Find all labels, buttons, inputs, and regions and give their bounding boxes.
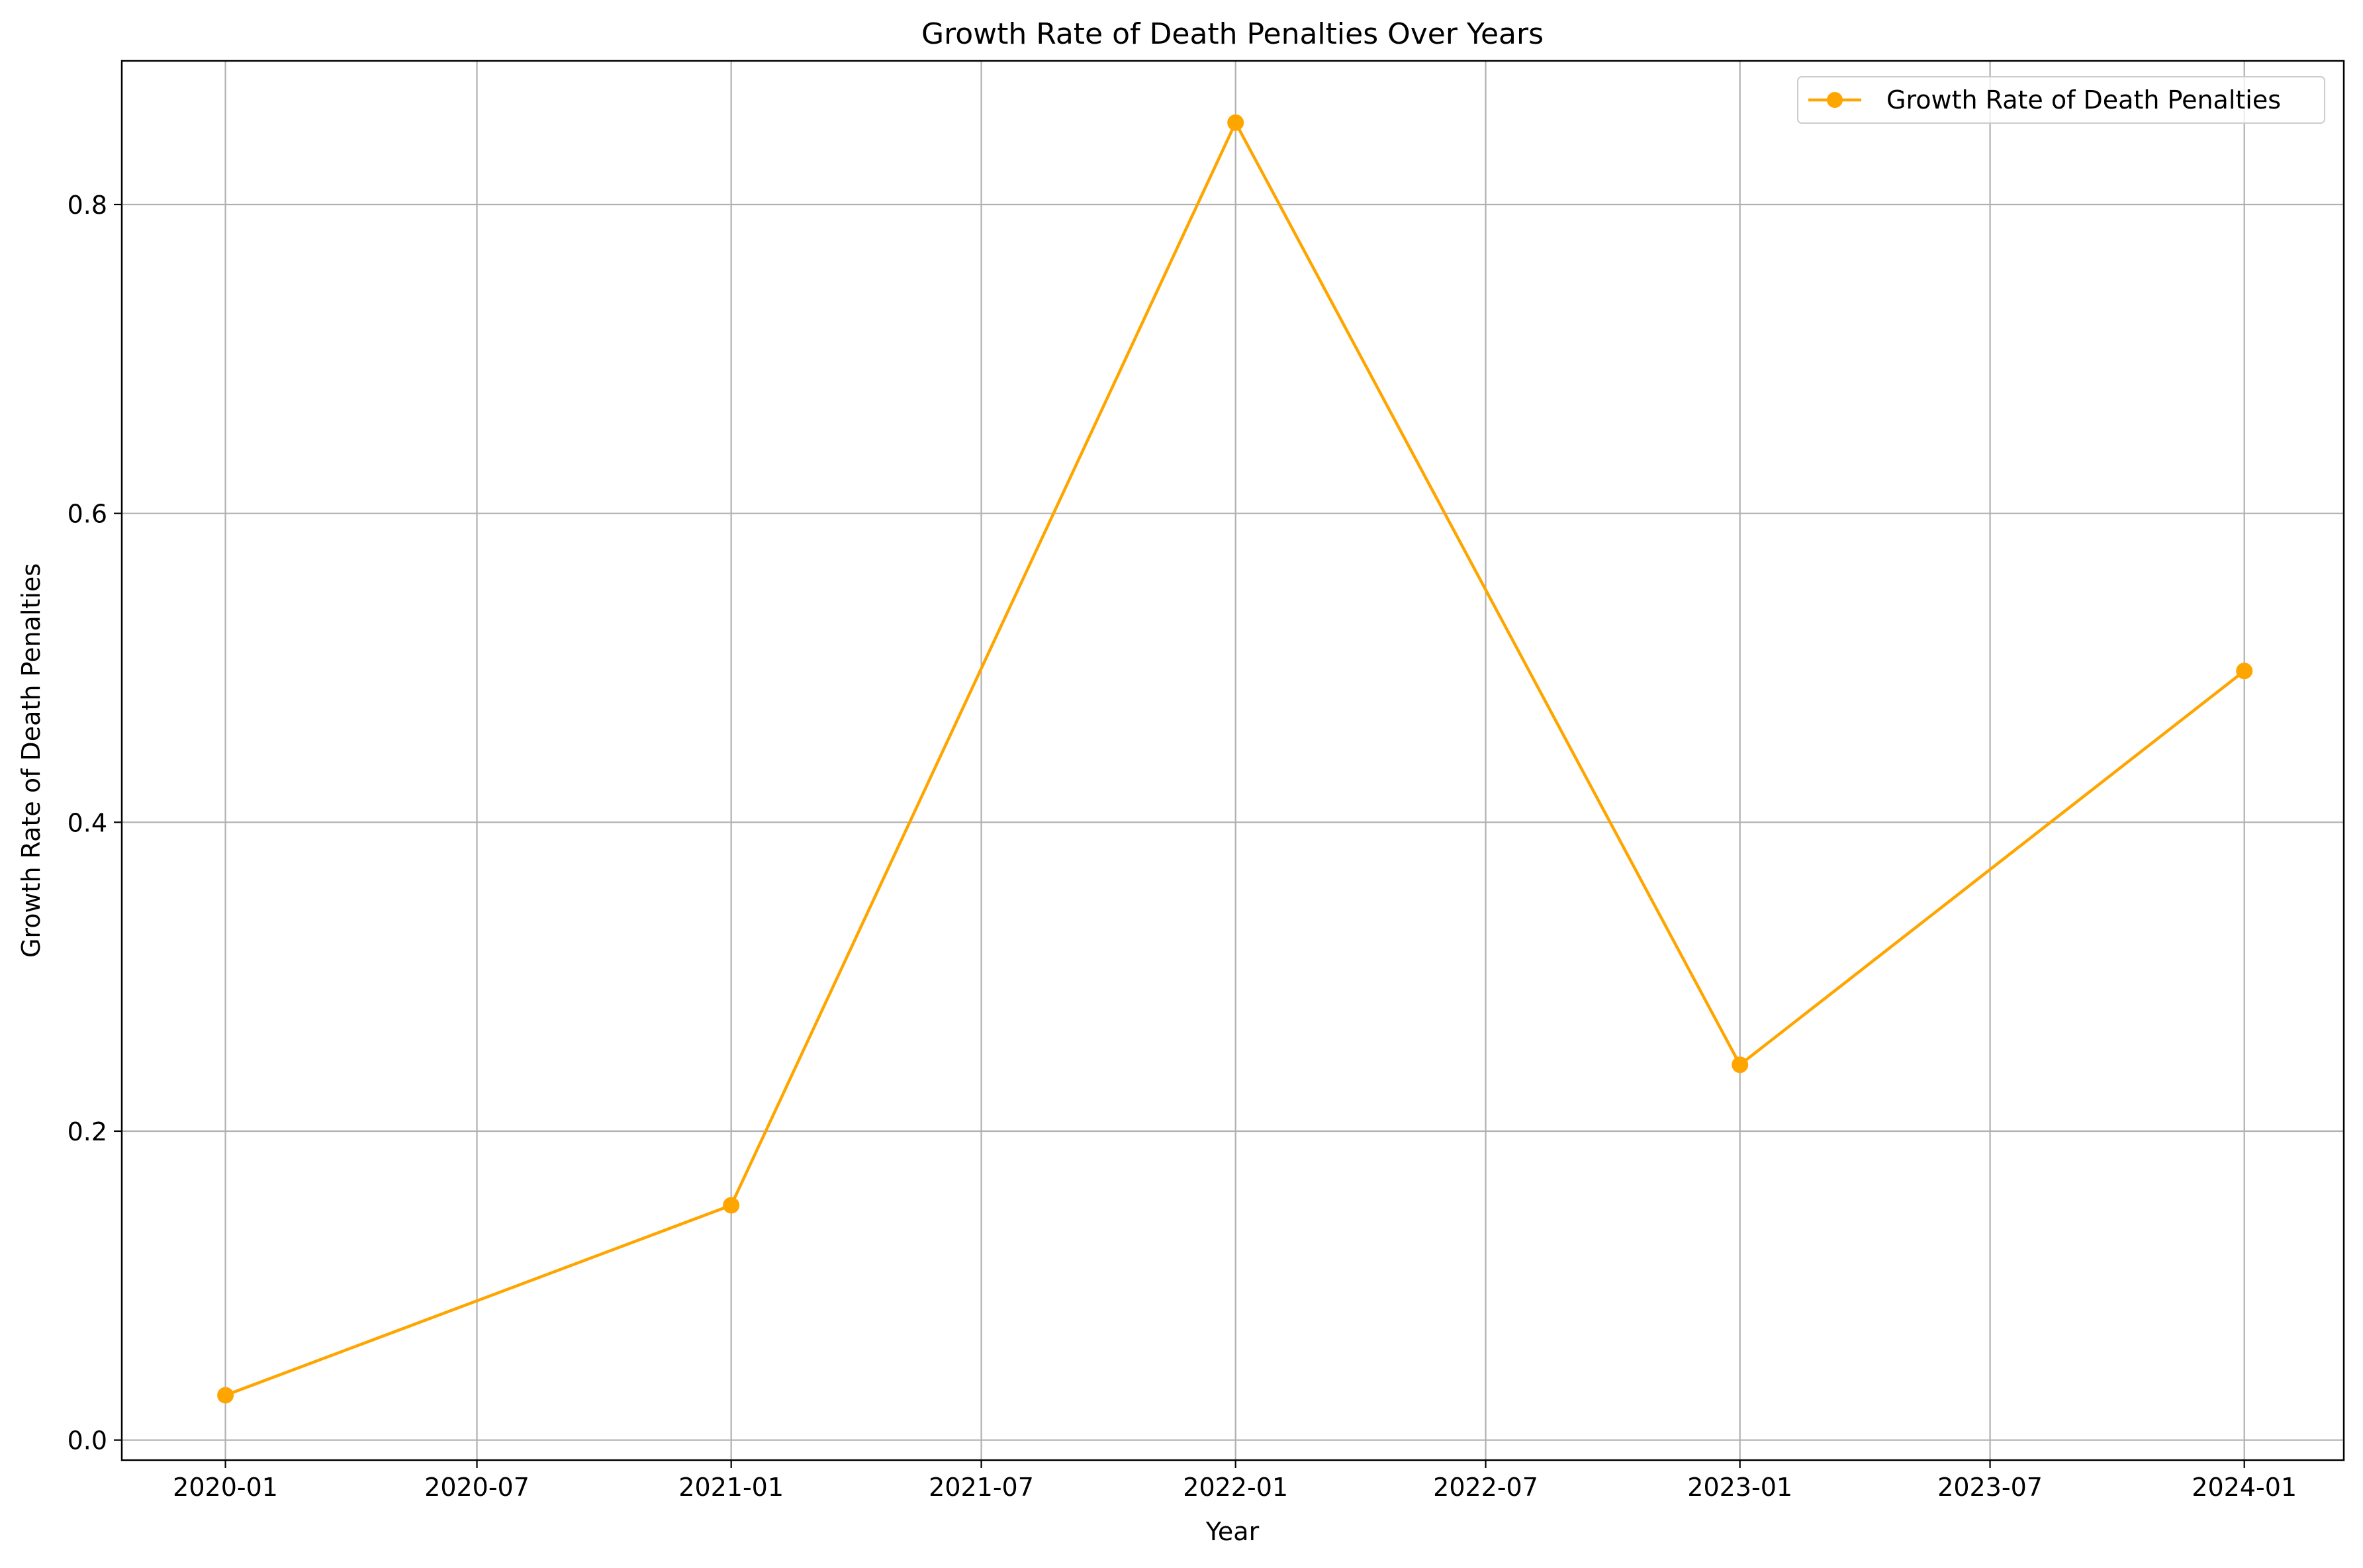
legend-entry-label: Growth Rate of Death Penalties [1886,85,2281,115]
data-point-marker [217,1387,234,1404]
x-axis: 2020-01 2020-07 2021-01 2021-07 2022-01 2022-… [173,1460,2297,1502]
y-tick-label: 0.6 [68,500,107,529]
legend-marker [1827,92,1843,108]
y-tick-label: 0.2 [68,1117,107,1146]
x-tick-label: 2022-07 [1433,1473,1538,1502]
x-tick-label: 2023-07 [1937,1473,2043,1502]
data-point-marker [1227,114,1244,131]
y-tick-label: 0.0 [68,1426,107,1455]
x-tick-label: 2023-01 [1687,1473,1792,1502]
y-axis: 0.0 0.2 0.4 0.6 0.8 [68,191,122,1455]
x-tick-label: 2022-01 [1183,1473,1288,1502]
legend: Growth Rate of Death Penalties [1797,76,2325,124]
x-tick-label: 2024-01 [2192,1473,2297,1502]
x-tick-label: 2020-01 [173,1473,278,1502]
data-point-marker [2236,663,2253,680]
y-axis-label: Growth Rate of Death Penalties [17,563,46,958]
y-tick-label: 0.8 [68,191,107,220]
data-point-marker [1732,1056,1749,1074]
x-tick-label: 2020-07 [424,1473,530,1502]
series-layer [217,114,2253,1404]
chart-title: Growth Rate of Death Penalties Over Year… [921,17,1544,51]
x-tick-label: 2021-07 [929,1473,1034,1502]
data-point-marker [723,1197,740,1214]
legend-box [1797,76,2325,124]
y-tick-label: 0.4 [68,808,107,837]
plot-frame [120,60,2345,1461]
x-tick-label: 2021-01 [678,1473,784,1502]
x-axis-label: Year [1205,1517,1260,1546]
grid-lines [122,61,2344,1460]
